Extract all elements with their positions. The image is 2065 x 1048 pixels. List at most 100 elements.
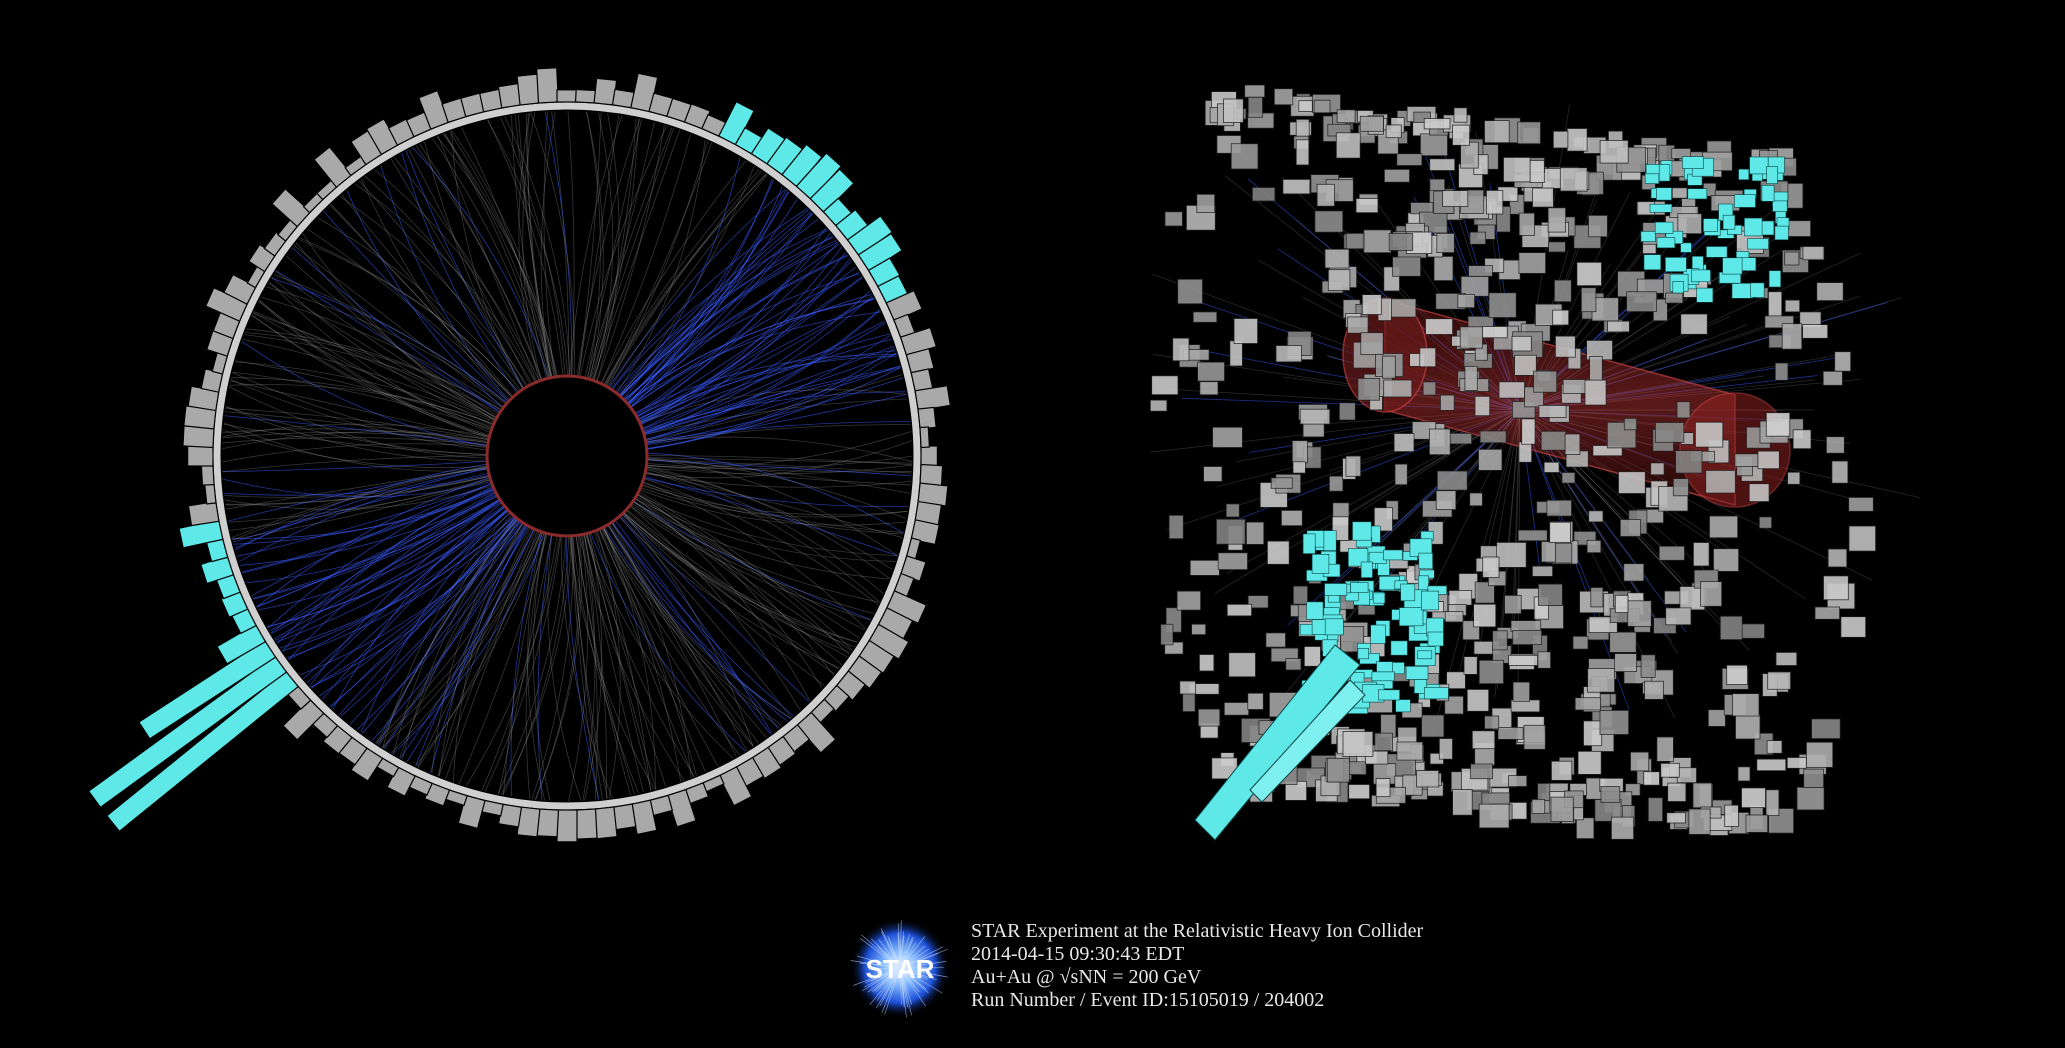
tower	[216, 623, 267, 665]
tower	[1643, 771, 1660, 786]
logo-ray	[876, 967, 901, 1001]
tower	[106, 670, 300, 833]
inner-beam-ring	[485, 374, 649, 538]
tower	[910, 519, 941, 546]
tower	[1552, 130, 1569, 149]
tower	[200, 463, 215, 486]
logo-ray	[875, 967, 901, 993]
tower	[1504, 595, 1522, 615]
tower	[1313, 99, 1331, 114]
tower	[1590, 587, 1604, 608]
tower	[1625, 783, 1641, 796]
tower	[1246, 521, 1265, 545]
tower	[1275, 345, 1302, 363]
tower	[1291, 440, 1308, 464]
jet-tower	[1360, 561, 1373, 578]
tower	[1816, 282, 1844, 302]
tower	[1765, 789, 1780, 816]
jet-tower	[1706, 246, 1728, 258]
tower	[1347, 316, 1369, 334]
tower	[1164, 211, 1183, 227]
jet-tower	[1357, 647, 1370, 660]
tower	[1216, 518, 1246, 545]
jet-tower	[1691, 269, 1711, 283]
tower	[574, 808, 598, 840]
tower	[1554, 279, 1572, 303]
jet-tower	[1405, 665, 1429, 680]
logo-ray	[899, 934, 911, 969]
tower	[1741, 623, 1765, 639]
tower	[1429, 158, 1456, 171]
tower	[1555, 335, 1576, 358]
tower	[1511, 335, 1532, 352]
logo-ray	[899, 967, 929, 980]
tower	[1223, 98, 1244, 123]
jet-tower	[1658, 164, 1671, 182]
jet-tower	[1649, 203, 1673, 213]
logo-ray	[899, 967, 948, 978]
logo-ray	[878, 939, 901, 969]
logo-ray	[869, 967, 901, 1006]
tower	[1529, 159, 1545, 183]
tower	[1385, 124, 1402, 139]
tower	[1537, 651, 1552, 669]
tower	[1600, 786, 1621, 803]
logo-ray	[899, 967, 927, 990]
tower	[271, 188, 312, 228]
jet-tower	[1306, 601, 1324, 620]
logo-ray	[856, 955, 901, 969]
tower	[1672, 478, 1689, 497]
jet-tower-long	[1194, 644, 1361, 841]
jet-tower-long	[1249, 679, 1366, 803]
tower	[1675, 450, 1703, 474]
tower	[1478, 448, 1503, 471]
tower	[1486, 189, 1504, 215]
tower	[1282, 178, 1311, 195]
jet-tower	[1738, 168, 1750, 180]
tower	[282, 698, 325, 741]
tower	[1484, 715, 1500, 730]
logo-ray	[867, 967, 901, 993]
jet-tower	[1760, 220, 1775, 236]
tower	[1609, 631, 1637, 653]
tower	[1647, 797, 1664, 822]
jet-tower	[1687, 188, 1708, 200]
logo-ray	[868, 967, 901, 970]
tower	[1512, 630, 1542, 646]
tower	[1295, 139, 1310, 166]
jet-tower	[1722, 214, 1736, 230]
tower	[1532, 187, 1554, 208]
tower	[1382, 355, 1396, 379]
tower	[1496, 542, 1527, 568]
tower	[1532, 565, 1554, 577]
caption-datetime: 2014-04-15 09:30:43 EDT	[971, 943, 1185, 965]
jet-tower	[1324, 583, 1348, 596]
tower	[1599, 710, 1630, 735]
jet-tower	[1744, 217, 1763, 237]
tower	[1355, 198, 1379, 214]
tower	[1666, 812, 1686, 824]
tower	[1767, 671, 1791, 690]
tower	[1517, 121, 1541, 145]
tower	[1831, 460, 1849, 484]
logo-ray	[899, 967, 920, 993]
tower	[1416, 770, 1440, 788]
logo-text: STAR	[866, 954, 935, 984]
tower	[917, 406, 937, 430]
jet-tower	[1399, 607, 1424, 627]
tower	[919, 463, 944, 487]
tower	[1510, 699, 1541, 713]
tower	[1429, 428, 1451, 456]
logo-ray	[888, 938, 901, 969]
tower	[1827, 548, 1848, 568]
tower	[809, 168, 855, 214]
tower	[1588, 214, 1608, 238]
jet-tower	[1395, 699, 1411, 713]
logo-ray	[881, 931, 901, 969]
tower	[1562, 379, 1587, 394]
tower	[1806, 741, 1834, 768]
tower	[1614, 594, 1629, 613]
tower	[1566, 128, 1588, 152]
tower	[1607, 320, 1630, 333]
tower	[1644, 680, 1664, 700]
